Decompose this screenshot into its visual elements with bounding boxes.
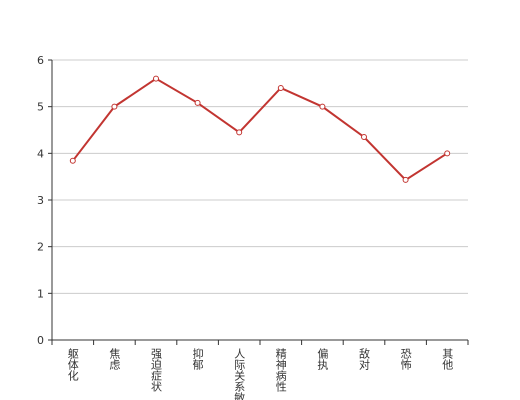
x-tick-label: 其他: [441, 348, 454, 370]
line: [72, 77, 448, 182]
point: [402, 176, 409, 183]
x-tick-label: 焦虑: [108, 348, 121, 370]
x-tick-label: 偏执: [316, 347, 329, 371]
x-tick-label: 恐怖: [399, 348, 412, 370]
x-tick-label: 敌对: [358, 347, 371, 370]
point: [277, 85, 284, 91]
y-tick-label: 0: [37, 334, 44, 347]
point: [236, 129, 243, 136]
y-tick-label: 3: [37, 194, 44, 207]
point: [444, 150, 451, 157]
y-tick-label: 5: [37, 101, 44, 114]
point: [361, 134, 367, 140]
x-tick-label: 躯体化: [66, 348, 79, 382]
y-tick-label: 6: [37, 54, 44, 67]
point: [194, 99, 201, 106]
point: [69, 157, 76, 164]
point: [319, 103, 326, 110]
x-tick-label: 抑郁: [191, 347, 204, 370]
y-tick-label: 4: [37, 147, 44, 160]
point: [111, 103, 118, 110]
point: [153, 75, 159, 82]
y-tick-label: 2: [37, 241, 44, 254]
x-tick-label: 强迫症状: [150, 348, 163, 392]
x-tick-label: 精神病性: [274, 348, 287, 393]
y-tick-label: 1: [37, 287, 44, 300]
x-tick-label: 人际关系敏感: [233, 348, 246, 400]
